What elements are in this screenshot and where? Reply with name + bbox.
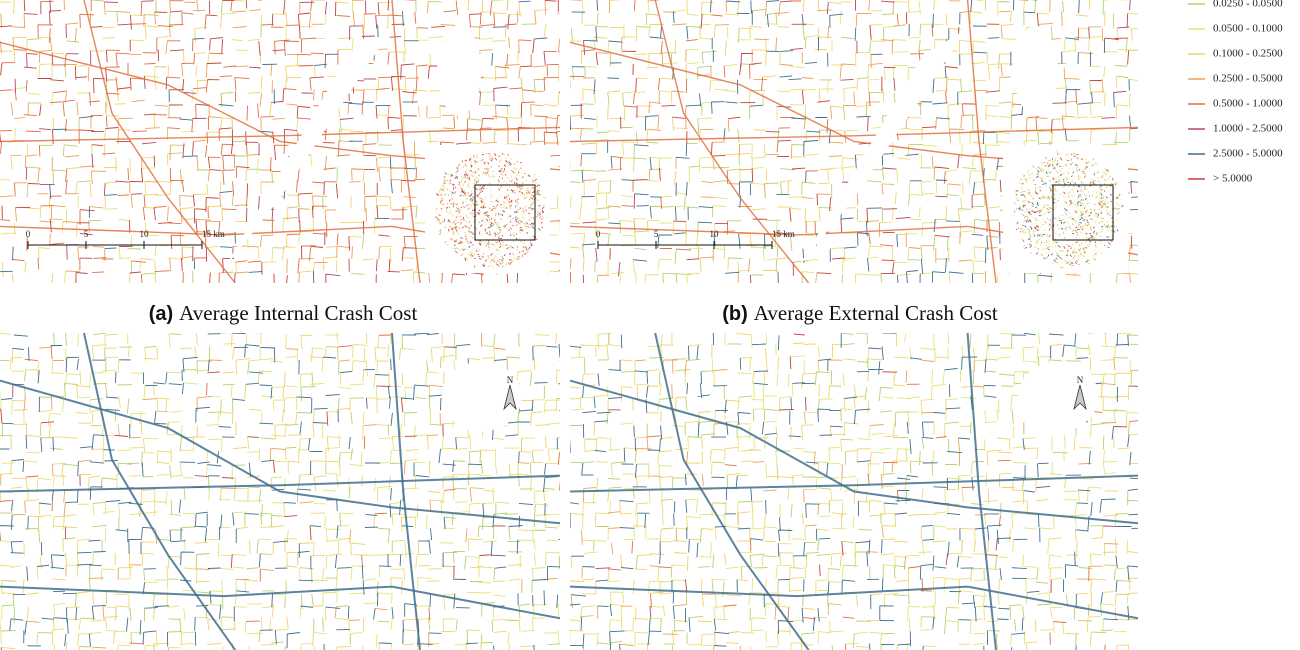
legend-label: 1.0000 - 2.5000 — [1213, 123, 1283, 135]
caption-a: (a) Average Internal Crash Cost — [149, 301, 418, 325]
scale-label: 0 — [596, 229, 601, 239]
map-panel: 0 5 10 15 km — [570, 0, 1138, 283]
legend-label: 0.5000 - 1.0000 — [1213, 98, 1283, 110]
legend-label: 0.2500 - 0.5000 — [1213, 73, 1283, 85]
road-network — [0, 333, 558, 649]
highway — [570, 474, 1138, 493]
inset-roads — [434, 152, 544, 264]
inset-roads — [1014, 158, 1120, 262]
inset-roads — [1013, 152, 1119, 266]
scale-label: 15 km — [202, 229, 225, 239]
legend-label: 0.1000 - 0.2500 — [1213, 48, 1283, 60]
road-network — [0, 346, 468, 633]
inset-bg — [425, 145, 550, 273]
scale-label: 15 km — [772, 229, 795, 239]
highway — [391, 0, 421, 283]
inset-roads — [447, 161, 544, 262]
caption-label: (b) — [722, 303, 748, 325]
map-panel: N — [570, 333, 1138, 650]
roads — [570, 0, 1138, 283]
map-panel: 0 5 10 15 km — [0, 0, 560, 283]
highway — [83, 333, 237, 650]
road-network — [0, 0, 560, 283]
legend-label: > 5.0000 — [1213, 173, 1253, 185]
inset-roads — [1013, 153, 1124, 264]
highway — [0, 126, 560, 143]
lake — [797, 28, 968, 269]
caption-label: (a) — [149, 303, 173, 325]
legend-label: 0.0500 - 0.1000 — [1213, 23, 1283, 35]
lake — [1013, 25, 1058, 116]
highway — [654, 333, 810, 650]
inset-extent — [474, 184, 536, 241]
north-arrow — [503, 384, 517, 411]
inset-roads — [1016, 157, 1121, 264]
road-network — [595, 385, 1138, 618]
north-label: N — [507, 375, 514, 385]
scale-label: 5 — [654, 229, 659, 239]
lake — [437, 25, 482, 116]
caption-text: Average External Crash Cost — [754, 301, 998, 325]
scale-label: 10 — [140, 229, 150, 239]
scale-label: 10 — [710, 229, 720, 239]
highway — [570, 585, 1138, 620]
highway — [966, 0, 997, 283]
highway — [0, 585, 560, 620]
road-network — [0, 333, 560, 650]
roads — [0, 333, 560, 650]
highway — [83, 0, 236, 283]
road-network — [570, 0, 1131, 283]
caption-b: (b) Average External Crash Cost — [722, 301, 998, 325]
highway — [570, 126, 1138, 143]
legend-label: 2.5000 - 5.0000 — [1213, 148, 1283, 160]
road-network — [570, 333, 1138, 650]
highway — [0, 474, 560, 493]
inset-extent — [1052, 184, 1114, 241]
lake — [224, 28, 392, 269]
highway — [966, 333, 997, 650]
roads — [570, 333, 1138, 650]
inset-roads — [435, 150, 546, 268]
caption-text: Average Internal Crash Cost — [179, 301, 417, 325]
legend-label: 0.0250 - 0.0500 — [1213, 0, 1283, 10]
roads — [0, 0, 560, 283]
road-network — [570, 333, 1138, 650]
inset-roads — [1022, 154, 1116, 264]
legend: 0.0250 - 0.0500 0.0500 - 0.1000 0.1000 - 0… — [1188, 0, 1283, 185]
scale-label: 0 — [26, 229, 31, 239]
map-panel: N — [0, 333, 560, 650]
north-arrow — [1073, 384, 1087, 411]
north-label: N — [1077, 375, 1084, 385]
highway — [0, 379, 560, 525]
road-network — [0, 333, 560, 650]
road-network — [608, 333, 1138, 650]
scale-label: 5 — [84, 229, 89, 239]
lake — [441, 361, 522, 432]
highway — [391, 333, 421, 650]
road-network — [570, 0, 1138, 283]
road-network — [0, 334, 560, 645]
highway — [570, 379, 1138, 525]
lake — [1018, 361, 1099, 432]
maps: 0 5 10 15 km 0 5 10 15 km N N — [0, 0, 1138, 650]
road-network — [570, 333, 1138, 650]
highway — [654, 0, 810, 283]
